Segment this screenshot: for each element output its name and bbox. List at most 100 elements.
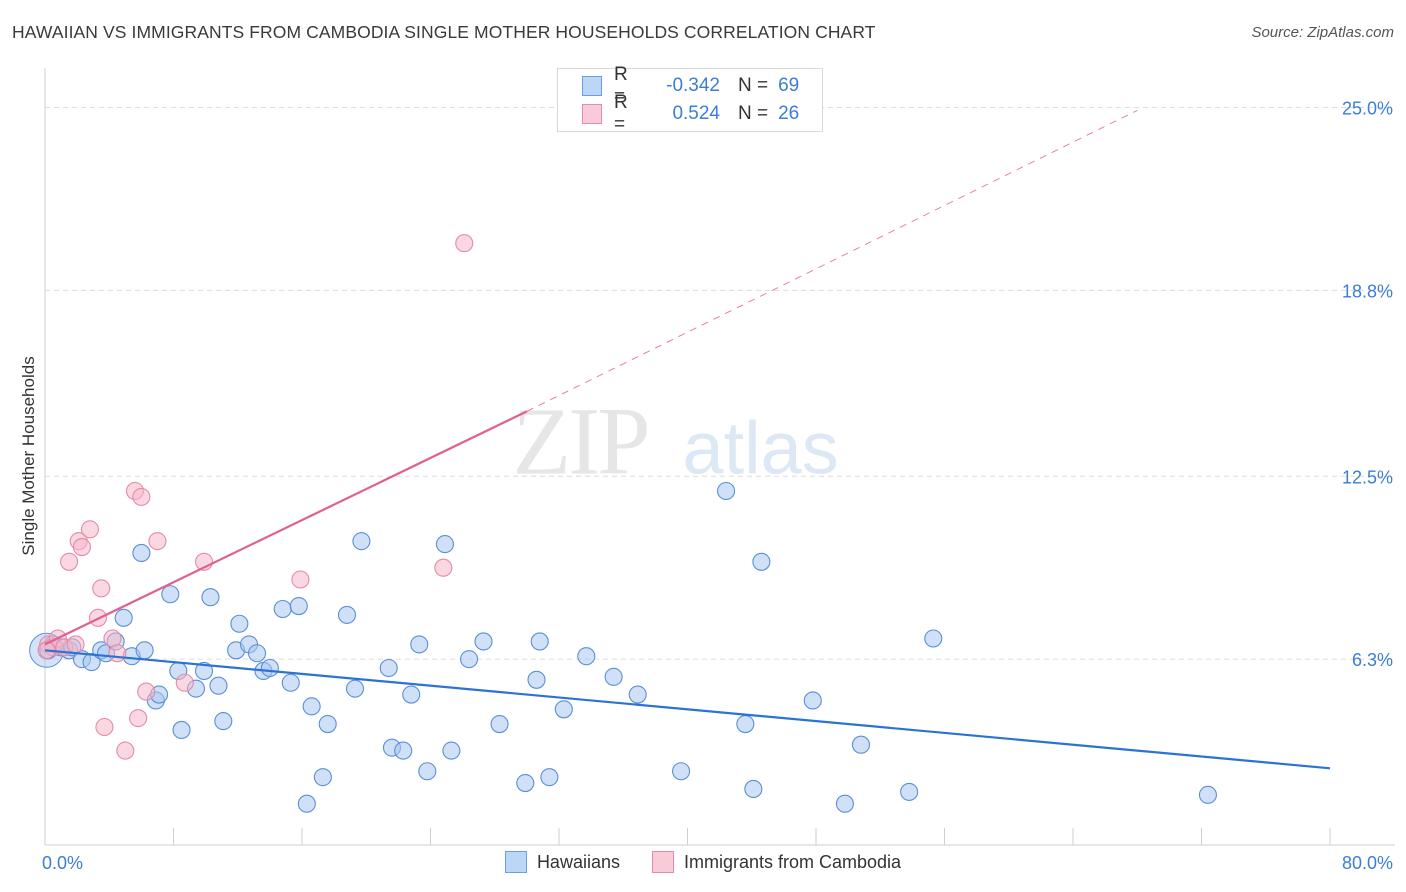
hawaiians-point	[716, 481, 736, 501]
hawaiians-point	[302, 697, 321, 716]
chart-source: Source: ZipAtlas.com	[1251, 24, 1394, 41]
cambodia-point	[132, 487, 151, 506]
hawaiians-point	[194, 661, 214, 681]
cambodia-point	[175, 673, 194, 692]
hawaiians-point	[402, 685, 421, 704]
cambodia-point	[80, 520, 100, 539]
hawaiians-point	[604, 667, 623, 686]
hawaiians-point	[337, 605, 357, 624]
r-value: 0.524	[672, 103, 720, 124]
hawaiians-point	[752, 552, 771, 571]
cambodia-trend-line-extension	[526, 110, 1138, 412]
watermark-zip: ZIP	[513, 387, 648, 494]
y-tick-label: 25.0%	[1342, 99, 1393, 119]
hawaiians-point	[835, 794, 854, 813]
hawaiians-point	[803, 691, 822, 710]
n-value: 69	[778, 75, 800, 96]
hawaiians-point	[459, 650, 479, 669]
hawaiians-point	[114, 608, 133, 627]
hawaiians-point	[490, 714, 509, 734]
hawaiians-point	[530, 632, 549, 651]
hawaiians-point	[161, 585, 180, 604]
hawaiians-point	[851, 735, 871, 754]
hawaiians-point	[247, 644, 267, 663]
cambodia-point	[72, 537, 91, 557]
n-label: N =	[738, 103, 769, 124]
hawaiians-point	[394, 741, 413, 760]
cambodia-point	[291, 570, 310, 589]
cambodia-legend-swatch	[651, 851, 674, 873]
legend-label: Immigrants from Cambodia	[683, 851, 902, 872]
hawaiians-legend-swatch	[504, 851, 527, 873]
r-value: -0.342	[666, 75, 720, 96]
cambodia-point	[116, 741, 135, 760]
hawaiians-point	[474, 632, 493, 651]
cambodia-point	[60, 552, 79, 571]
hawaiians-trend-line	[44, 649, 1331, 770]
hawaiians-point	[410, 635, 429, 654]
cambodia-trend-line	[44, 410, 528, 646]
hawaiians-point	[744, 779, 763, 799]
cambodia-swatch	[582, 104, 602, 124]
watermark-atlas: atlas	[683, 406, 839, 489]
y-axis-title: Single Mother Households	[19, 356, 38, 555]
series-legend: Hawaiians Immigrants from Cambodia	[0, 851, 1406, 873]
hawaiians-point	[230, 614, 249, 633]
hawaiians-point	[297, 794, 316, 813]
hawaiians-point	[435, 535, 455, 554]
legend-row-hawaiians: R = -0.342 N = 69	[582, 64, 800, 107]
r-label: R =	[614, 64, 628, 107]
hawaiians-point	[540, 768, 559, 787]
legend-item-cambodia: Immigrants from Cambodia	[651, 851, 902, 873]
cambodia-point	[434, 558, 453, 577]
hawaiians-point	[273, 599, 292, 619]
hawaiians-point	[172, 720, 191, 740]
legend-row-cambodia: R = 0.524 N = 26	[582, 92, 800, 135]
hawaiians-point	[379, 658, 398, 678]
hawaiians-point	[418, 762, 437, 781]
hawaiians-point	[900, 782, 919, 801]
n-label: N =	[738, 75, 769, 96]
r-label: R =	[614, 92, 628, 135]
cambodia-point	[108, 644, 127, 663]
hawaiians-point	[201, 588, 220, 607]
hawaiians-point	[318, 714, 337, 734]
hawaiians-point	[214, 712, 233, 731]
hawaiians-point	[209, 676, 228, 695]
hawaiians-point	[345, 679, 365, 698]
cambodia-point	[95, 717, 114, 737]
hawaiians-point	[527, 670, 546, 689]
cambodia-point	[137, 682, 156, 701]
x-tick-label: 80.0%	[1342, 853, 1393, 873]
x-tick-label: 0.0%	[42, 853, 83, 873]
hawaiians-point	[672, 762, 691, 781]
correlation-legend: R = -0.342 N = 69 R = 0.524 N = 26	[557, 64, 823, 135]
hawaiians-point	[442, 741, 461, 760]
n-value: 26	[778, 103, 800, 124]
hawaiians-point	[516, 773, 535, 793]
hawaiians-point	[577, 647, 596, 666]
hawaiians-point	[628, 685, 647, 704]
hawaiians-point	[281, 673, 300, 692]
cambodia-point	[66, 635, 85, 654]
hawaiians-point	[554, 700, 573, 719]
hawaiians-point	[135, 641, 154, 660]
cambodia-point	[455, 234, 474, 253]
hawaiians-point	[924, 629, 943, 648]
hawaiians-point	[260, 658, 279, 678]
cambodia-point	[129, 709, 148, 728]
y-tick-label: 18.8%	[1342, 281, 1393, 301]
legend-label: Hawaiians	[536, 851, 620, 872]
hawaiians-point	[132, 543, 151, 563]
hawaiians-swatch	[582, 76, 602, 96]
hawaiians-point	[1198, 785, 1217, 804]
y-tick-label: 6.3%	[1352, 650, 1393, 670]
hawaiians-point	[289, 596, 308, 616]
hawaiians-point	[736, 714, 755, 734]
y-tick-label: 12.5%	[1342, 467, 1393, 487]
cambodia-point	[92, 579, 111, 598]
cambodia-point	[148, 532, 167, 551]
hawaiians-point	[313, 768, 332, 787]
legend-item-hawaiians: Hawaiians	[504, 851, 620, 873]
